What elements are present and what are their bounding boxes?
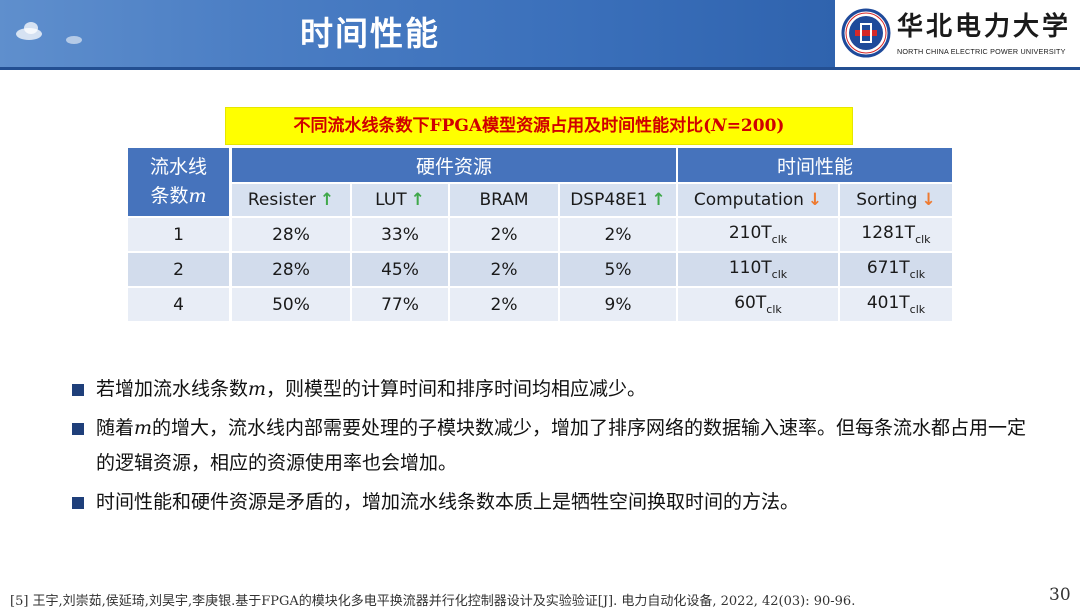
bullet-item: 随着m的增大，流水线内部需要处理的子模块数减少，增加了排序网络的数据输入速率。但…	[72, 411, 1032, 481]
bullet-item: 若增加流水线条数m，则模型的计算时间和排序时间均相应减少。	[72, 372, 1032, 407]
arrow-up-icon: ↑	[410, 190, 425, 210]
clk-subscript: clk	[915, 233, 931, 246]
clk-subscript: clk	[771, 233, 788, 246]
university-logo: 华北电力大学 NORTH CHINA ELECTRIC POWER UNIVER…	[835, 0, 1080, 70]
header-time-performance: 时间性能	[678, 148, 952, 182]
cell-lut: 45%	[352, 251, 450, 286]
cell-m: 1	[128, 216, 232, 251]
column-header-2: BRAM	[450, 182, 560, 216]
cell-bram: 2%	[450, 216, 560, 251]
column-header-label: Resister	[247, 190, 316, 210]
square-bullet-icon	[72, 384, 84, 396]
arrow-up-icon: ↑	[651, 190, 666, 210]
header-hardware-resources: 硬件资源	[232, 148, 678, 182]
cell-sorting: 1281Tclk	[840, 216, 952, 251]
title-banner: 时间性能	[0, 0, 835, 70]
column-header-1: LUT ↑	[352, 182, 450, 216]
cell-sorting: 671Tclk	[840, 251, 952, 286]
clk-subscript: clk	[909, 268, 926, 281]
table-row: 2 28% 45% 2% 5% 110Tclk 671Tclk	[128, 251, 952, 286]
column-header-4: Computation ↓	[678, 182, 840, 216]
cell-resister: 28%	[232, 216, 352, 251]
university-emblem-icon	[841, 8, 891, 58]
reference-footnote: [5] 王宇,刘崇茹,侯延琦,刘昊宇,李庚银.基于FPGA的模块化多电平换流器并…	[10, 594, 856, 609]
arrow-down-icon: ↓	[921, 190, 936, 210]
bullet-list: 若增加流水线条数m，则模型的计算时间和排序时间均相应减少。随着m的增大，流水线内…	[72, 372, 1032, 520]
column-header-5: Sorting ↓	[840, 182, 952, 216]
header-pipeline-line1: 流水线	[149, 156, 207, 178]
cell-resister: 50%	[232, 286, 352, 321]
cell-bram: 2%	[450, 286, 560, 321]
header-pipeline-line2: 条数m	[150, 185, 207, 207]
arrow-up-icon: ↑	[319, 190, 335, 210]
cell-computation: 110Tclk	[678, 251, 840, 286]
cloud-decoration	[66, 36, 82, 44]
cell-computation: 60Tclk	[678, 286, 840, 321]
cell-computation: 210Tclk	[678, 216, 840, 251]
university-name-cn: 华北电力大学	[897, 12, 1072, 42]
cloud-decoration	[24, 22, 38, 34]
column-header-label: DSP48E1	[570, 190, 648, 210]
square-bullet-icon	[72, 497, 84, 509]
table-caption: 不同流水线条数下FPGA模型资源占用及时间性能对比(N=200)	[225, 107, 853, 145]
square-bullet-icon	[72, 423, 84, 435]
cell-sorting: 401Tclk	[840, 286, 952, 321]
resource-comparison-table: 流水线 条数m 硬件资源 时间性能 Resister ↑ LUT ↑ BRAM DSP48…	[128, 148, 952, 321]
bullet-item: 时间性能和硬件资源是矛盾的，增加流水线条数本质上是牺牲空间换取时间的方法。	[72, 485, 1032, 520]
clk-subscript: clk	[771, 268, 788, 281]
cell-lut: 33%	[352, 216, 450, 251]
cell-dsp: 5%	[560, 251, 678, 286]
column-header-3: DSP48E1 ↑	[560, 182, 678, 216]
column-header-label: Computation	[693, 190, 804, 210]
clk-subscript: clk	[909, 303, 926, 316]
cell-bram: 2%	[450, 251, 560, 286]
slide-title: 时间性能	[300, 14, 440, 53]
table-row: 4 50% 77% 2% 9% 60Tclk 401Tclk	[128, 286, 952, 321]
clk-subscript: clk	[766, 303, 782, 316]
column-header-label: BRAM	[479, 190, 529, 210]
page-number: 30	[1049, 585, 1071, 605]
caption-variable: N	[711, 116, 727, 136]
caption-suffix: =200)	[726, 116, 785, 136]
cell-m: 4	[128, 286, 232, 321]
cell-m: 2	[128, 251, 232, 286]
cell-lut: 77%	[352, 286, 450, 321]
column-header-0: Resister ↑	[232, 182, 352, 216]
column-header-label: Sorting	[856, 190, 918, 210]
arrow-down-icon: ↓	[807, 190, 823, 210]
column-header-label: LUT	[375, 190, 407, 210]
caption-text: 不同流水线条数下FPGA模型资源占用及时间性能对比(	[293, 116, 712, 136]
cell-dsp: 2%	[560, 216, 678, 251]
header-pipeline-count: 流水线 条数m	[128, 148, 232, 216]
table-row: 1 28% 33% 2% 2% 210Tclk 1281Tclk	[128, 216, 952, 251]
cell-resister: 28%	[232, 251, 352, 286]
university-name-en: NORTH CHINA ELECTRIC POWER UNIVERSITY	[897, 47, 1066, 56]
cell-dsp: 9%	[560, 286, 678, 321]
